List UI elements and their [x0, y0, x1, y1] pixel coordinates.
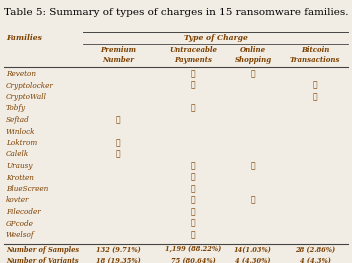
Text: ✓: ✓ — [313, 93, 317, 101]
Text: ✓: ✓ — [191, 185, 195, 193]
Text: kovter: kovter — [6, 196, 30, 205]
Text: Premium
Number: Premium Number — [100, 46, 136, 64]
Text: ✓: ✓ — [191, 104, 195, 113]
Text: ✓: ✓ — [191, 231, 195, 239]
Text: 132 (9.71%): 132 (9.71%) — [96, 245, 140, 254]
Text: 28 (2.86%): 28 (2.86%) — [295, 245, 335, 254]
Text: ✓: ✓ — [191, 82, 195, 89]
Text: Table 5: Summary of types of charges in 15 ransomware families.: Table 5: Summary of types of charges in … — [4, 8, 348, 17]
Text: ✓: ✓ — [191, 162, 195, 170]
Text: Cryptolocker: Cryptolocker — [6, 82, 54, 89]
Text: 75 (80.64%): 75 (80.64%) — [171, 257, 215, 263]
Text: Bitcoin
Transactions: Bitcoin Transactions — [290, 46, 340, 64]
Text: BlueScreen: BlueScreen — [6, 185, 48, 193]
Text: ✓: ✓ — [116, 150, 120, 159]
Text: Families: Families — [6, 34, 42, 42]
Text: ✓: ✓ — [116, 139, 120, 147]
Text: Urausy: Urausy — [6, 162, 32, 170]
Text: 4 (4.3%): 4 (4.3%) — [300, 257, 331, 263]
Text: Online
Shopping: Online Shopping — [234, 46, 271, 64]
Text: Filecoder: Filecoder — [6, 208, 41, 216]
Text: Number of Samples: Number of Samples — [6, 245, 79, 254]
Text: Untraceable
Payments: Untraceable Payments — [169, 46, 217, 64]
Text: ✓: ✓ — [251, 70, 255, 78]
Text: Tobfy: Tobfy — [6, 104, 26, 113]
Text: Number of Variants: Number of Variants — [6, 257, 78, 263]
Text: Seftad: Seftad — [6, 116, 30, 124]
Text: 18 (19.35%): 18 (19.35%) — [96, 257, 140, 263]
Text: Reveton: Reveton — [6, 70, 36, 78]
Text: ✓: ✓ — [191, 70, 195, 78]
Text: 1,199 (88.22%): 1,199 (88.22%) — [165, 245, 221, 254]
Text: ✓: ✓ — [116, 116, 120, 124]
Text: 4 (4.30%): 4 (4.30%) — [235, 257, 271, 263]
Text: 14(1.03%): 14(1.03%) — [234, 245, 272, 254]
Text: ✓: ✓ — [313, 82, 317, 89]
Text: ✓: ✓ — [251, 196, 255, 205]
Text: ✓: ✓ — [191, 220, 195, 227]
Text: ✓: ✓ — [191, 196, 195, 205]
Text: Winlock: Winlock — [6, 128, 36, 135]
Text: Type of Charge: Type of Charge — [183, 34, 247, 42]
Text: ✓: ✓ — [191, 174, 195, 181]
Text: Calelk: Calelk — [6, 150, 29, 159]
Text: Loktrom: Loktrom — [6, 139, 37, 147]
Text: GPcode: GPcode — [6, 220, 34, 227]
Text: ✓: ✓ — [191, 208, 195, 216]
Text: ✓: ✓ — [251, 162, 255, 170]
Text: CryptoWall: CryptoWall — [6, 93, 47, 101]
Text: Weelsof: Weelsof — [6, 231, 34, 239]
Text: Krotten: Krotten — [6, 174, 34, 181]
